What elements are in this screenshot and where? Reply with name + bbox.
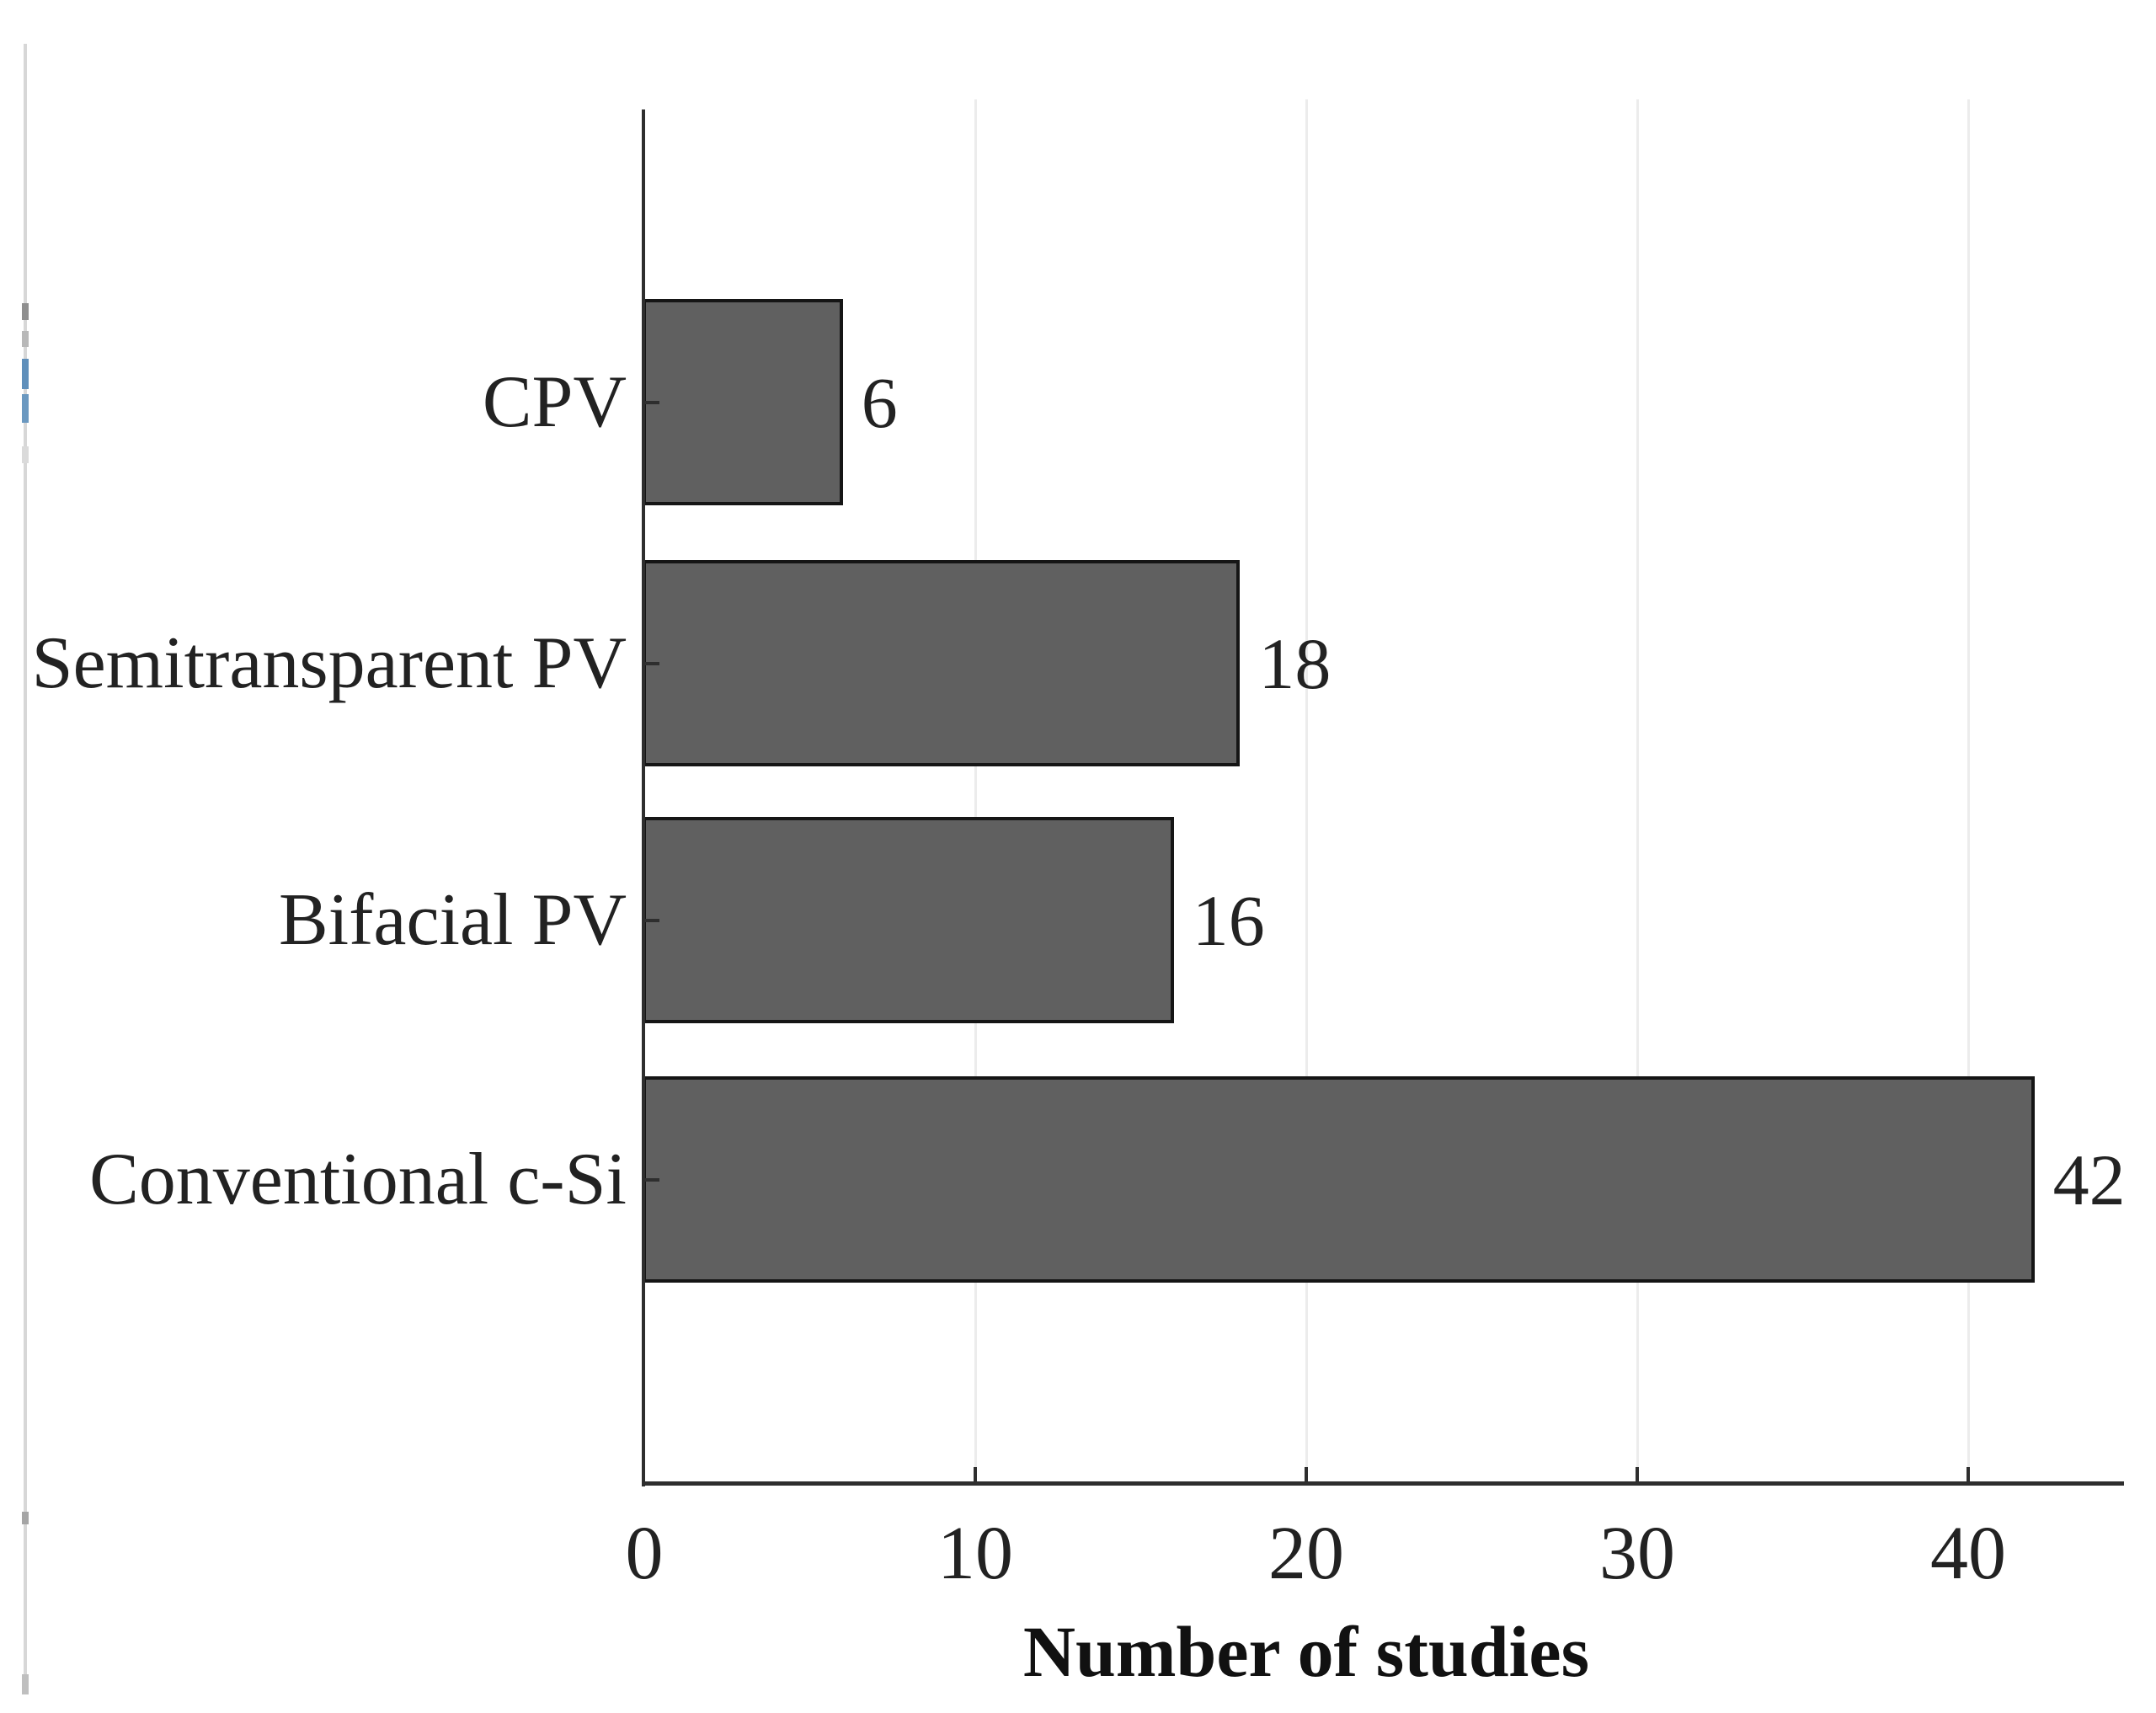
page-edge-mark-3 (22, 359, 29, 389)
gridline-10 (974, 99, 977, 1484)
y-tick-cpv (644, 400, 659, 404)
page-edge-mark-2 (22, 331, 29, 347)
page-edge-line (24, 44, 27, 1694)
category-label-conventional-c-si: Conventional c-Si (89, 1138, 627, 1220)
category-label-cpv: CPV (482, 360, 627, 443)
x-tick-40 (1967, 1467, 1970, 1484)
gridline-40 (1967, 99, 1970, 1484)
bar-cpv (643, 299, 843, 505)
x-tick-label-30: 30 (1599, 1512, 1675, 1595)
bar-conventional-c-si (643, 1076, 2035, 1283)
gridline-30 (1636, 99, 1639, 1484)
x-tick-label-0: 0 (625, 1512, 664, 1595)
x-tick-30 (1636, 1467, 1639, 1484)
category-label-semitransparent-pv: Semitransparent PV (31, 622, 627, 704)
category-label-bifacial-pv: Bifacial PV (278, 878, 627, 961)
page-edge-mark-6 (22, 1512, 29, 1524)
y-tick-conventional-c-si (644, 1177, 659, 1182)
x-tick-label-10: 10 (937, 1512, 1013, 1595)
value-label-semitransparent-pv: 18 (1258, 622, 1331, 704)
x-tick-20 (1305, 1467, 1308, 1484)
page-edge-mark-4 (22, 394, 29, 423)
x-tick-label-20: 20 (1268, 1512, 1344, 1595)
page-edge-mark-7 (22, 1674, 29, 1694)
x-tick-label-40: 40 (1930, 1512, 2006, 1595)
gridline-20 (1305, 99, 1308, 1484)
value-label-cpv: 6 (861, 361, 898, 443)
x-axis-title: Number of studies (1022, 1611, 1590, 1692)
y-tick-semitransparent-pv (644, 661, 659, 665)
x-tick-10 (974, 1467, 977, 1484)
bar-semitransparent-pv (643, 560, 1241, 766)
x-axis-line (642, 1481, 2124, 1486)
page-edge-mark-1 (22, 303, 29, 320)
y-tick-bifacial-pv (644, 918, 659, 922)
value-label-conventional-c-si: 42 (2052, 1139, 2126, 1220)
bar-bifacial-pv (643, 817, 1174, 1023)
y-axis-line (642, 109, 645, 1486)
page-edge-mark-5 (22, 446, 29, 463)
value-label-bifacial-pv: 16 (1192, 879, 1265, 961)
